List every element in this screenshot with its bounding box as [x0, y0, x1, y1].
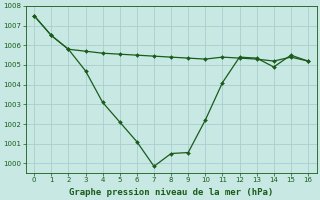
X-axis label: Graphe pression niveau de la mer (hPa): Graphe pression niveau de la mer (hPa)	[69, 188, 273, 197]
